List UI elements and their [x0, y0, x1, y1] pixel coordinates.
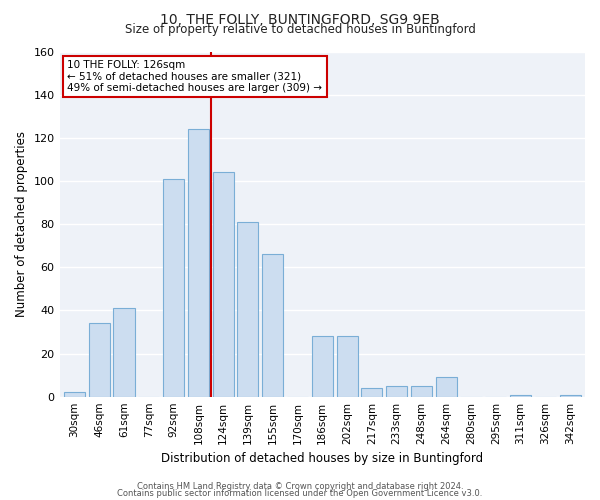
Bar: [312, 336, 333, 396]
Bar: [262, 254, 283, 396]
Text: 10, THE FOLLY, BUNTINGFORD, SG9 9EB: 10, THE FOLLY, BUNTINGFORD, SG9 9EB: [160, 12, 440, 26]
Bar: [89, 324, 110, 396]
Text: Contains HM Land Registry data © Crown copyright and database right 2024.: Contains HM Land Registry data © Crown c…: [137, 482, 463, 491]
Bar: [212, 172, 233, 396]
Text: Size of property relative to detached houses in Buntingford: Size of property relative to detached ho…: [125, 22, 475, 36]
Bar: [361, 388, 382, 396]
Bar: [238, 222, 259, 396]
Bar: [436, 378, 457, 396]
Bar: [64, 392, 85, 396]
Bar: [113, 308, 134, 396]
Bar: [188, 129, 209, 396]
Bar: [560, 394, 581, 396]
Text: Contains public sector information licensed under the Open Government Licence v3: Contains public sector information licen…: [118, 488, 482, 498]
Text: 10 THE FOLLY: 126sqm
← 51% of detached houses are smaller (321)
49% of semi-deta: 10 THE FOLLY: 126sqm ← 51% of detached h…: [67, 60, 322, 94]
Y-axis label: Number of detached properties: Number of detached properties: [15, 131, 28, 317]
Bar: [163, 179, 184, 396]
Bar: [337, 336, 358, 396]
Bar: [386, 386, 407, 396]
Bar: [411, 386, 432, 396]
X-axis label: Distribution of detached houses by size in Buntingford: Distribution of detached houses by size …: [161, 452, 484, 465]
Bar: [510, 394, 531, 396]
